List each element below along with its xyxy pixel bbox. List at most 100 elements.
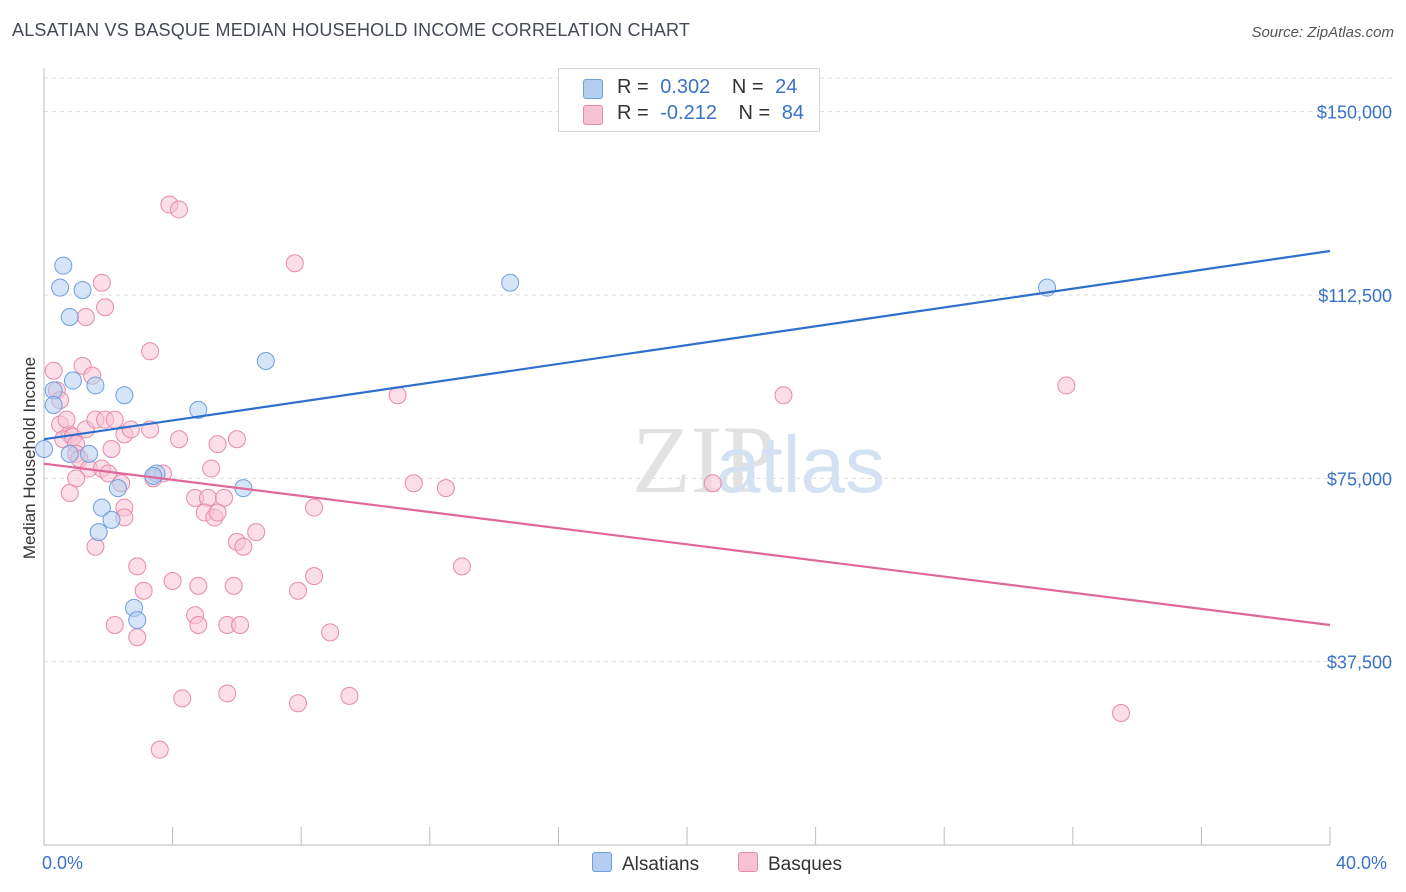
watermark-zip: ZIP: [632, 406, 776, 513]
n-label: N =: [738, 102, 771, 124]
legend-label-basques: Basques: [768, 854, 842, 875]
alsatian-trend-line: [43, 249, 1331, 441]
basque-point: [170, 430, 189, 449]
alsatian-point: [51, 278, 70, 297]
basque-point: [305, 567, 324, 586]
basque-point: [208, 435, 227, 454]
chart-title: ALSATIAN VS BASQUE MEDIAN HOUSEHOLD INCO…: [12, 20, 691, 40]
basque-point: [121, 420, 140, 439]
legend-label-alsatians: Alsatians: [622, 854, 700, 875]
basque-point: [105, 616, 124, 634]
x-tick-label-left: 0.0%: [42, 853, 84, 873]
alsatians-swatch: [592, 852, 612, 872]
alsatian-point: [60, 308, 79, 326]
alsatian-point: [80, 444, 99, 463]
basque-point: [198, 488, 217, 507]
basque-point: [76, 308, 95, 326]
basque-point: [321, 623, 340, 642]
basque-point: [105, 410, 124, 429]
alsatian-point: [73, 281, 92, 300]
basque-point: [86, 537, 105, 556]
basque-point: [134, 581, 153, 600]
basque-point: [247, 523, 266, 542]
r-value: 0.302: [660, 76, 711, 98]
r-value: -0.212: [660, 102, 717, 124]
alsatian-point: [60, 444, 79, 463]
basque-point: [102, 440, 121, 458]
basque-point: [170, 200, 189, 219]
basque-point: [173, 689, 192, 708]
alsatian-point: [189, 400, 208, 419]
alsatian-swatch: [583, 79, 603, 99]
basque-point: [288, 694, 307, 713]
basque-point: [285, 254, 304, 273]
y-tick-label: $112,500: [1318, 286, 1392, 306]
basque-point: [92, 273, 111, 292]
alsatian-point: [115, 386, 134, 405]
basque-point: [1112, 704, 1131, 722]
alsatian-point: [102, 510, 121, 529]
basque-swatch: [583, 105, 603, 125]
alsatian-point: [44, 396, 63, 414]
y-tick-label: $37,500: [1327, 653, 1392, 673]
basques-swatch: [738, 852, 758, 872]
basque-point: [150, 740, 169, 759]
y-tick-label: $75,000: [1327, 469, 1392, 489]
legend-item-alsatians[interactable]: Alsatians: [592, 852, 699, 876]
n-label: N =: [731, 76, 764, 98]
basque-point: [141, 342, 160, 361]
basque-point: [436, 479, 455, 498]
basque-point: [128, 628, 147, 647]
stats-legend: R = 0.302 N = 24 R = -0.212 N = 84: [558, 68, 820, 132]
basque-point: [163, 572, 182, 590]
basque-point: [202, 459, 221, 478]
basque-point: [44, 361, 63, 380]
alsatian-points: [35, 256, 1057, 630]
basque-point: [404, 474, 423, 493]
alsatian-point: [54, 256, 73, 275]
basque-point: [305, 498, 324, 517]
alsatian-point: [256, 352, 275, 370]
alsatian-point: [108, 479, 127, 498]
basque-trend-line: [43, 462, 1331, 627]
basque-point: [189, 576, 208, 595]
gridlines: [44, 77, 1394, 663]
basque-point: [703, 474, 722, 493]
legend-item-basques[interactable]: Basques: [738, 852, 842, 876]
basque-point: [288, 581, 307, 600]
basque-point: [57, 410, 76, 429]
basque-point: [452, 557, 471, 576]
basque-point: [231, 616, 250, 634]
n-value: 24: [775, 76, 798, 98]
r-label: R =: [617, 76, 649, 98]
basque-point: [208, 503, 227, 522]
y-tick-label: $150,000: [1317, 103, 1392, 123]
basque-point: [218, 684, 237, 703]
n-value: 84: [781, 102, 805, 124]
basque-point: [227, 430, 246, 449]
trend-lines: [43, 249, 1331, 627]
basque-point: [340, 686, 359, 705]
basque-point: [234, 537, 253, 556]
source-label: Source: ZipAtlas.com: [1251, 24, 1394, 41]
r-label: R =: [617, 102, 649, 124]
alsatian-point: [128, 611, 147, 630]
basque-point: [189, 616, 208, 634]
watermark-atlas: atlas: [716, 420, 885, 509]
basque-point: [60, 484, 79, 502]
basque-points: [44, 195, 1131, 759]
alsatian-point: [92, 498, 111, 517]
basque-point: [128, 557, 147, 576]
basque-point: [96, 298, 115, 317]
alsatian-point: [89, 523, 108, 542]
basque-point: [774, 386, 793, 405]
y-tick-labels: $37,500 $75,000 $112,500 $150,000: [1317, 103, 1392, 673]
basque-point: [1057, 376, 1076, 395]
watermark: ZIP atlas: [632, 406, 885, 513]
alsatian-point: [501, 273, 520, 292]
basque-point: [224, 576, 243, 595]
alsatian-point: [63, 371, 82, 390]
alsatian-point: [86, 376, 105, 395]
alsatian-point: [35, 440, 53, 458]
